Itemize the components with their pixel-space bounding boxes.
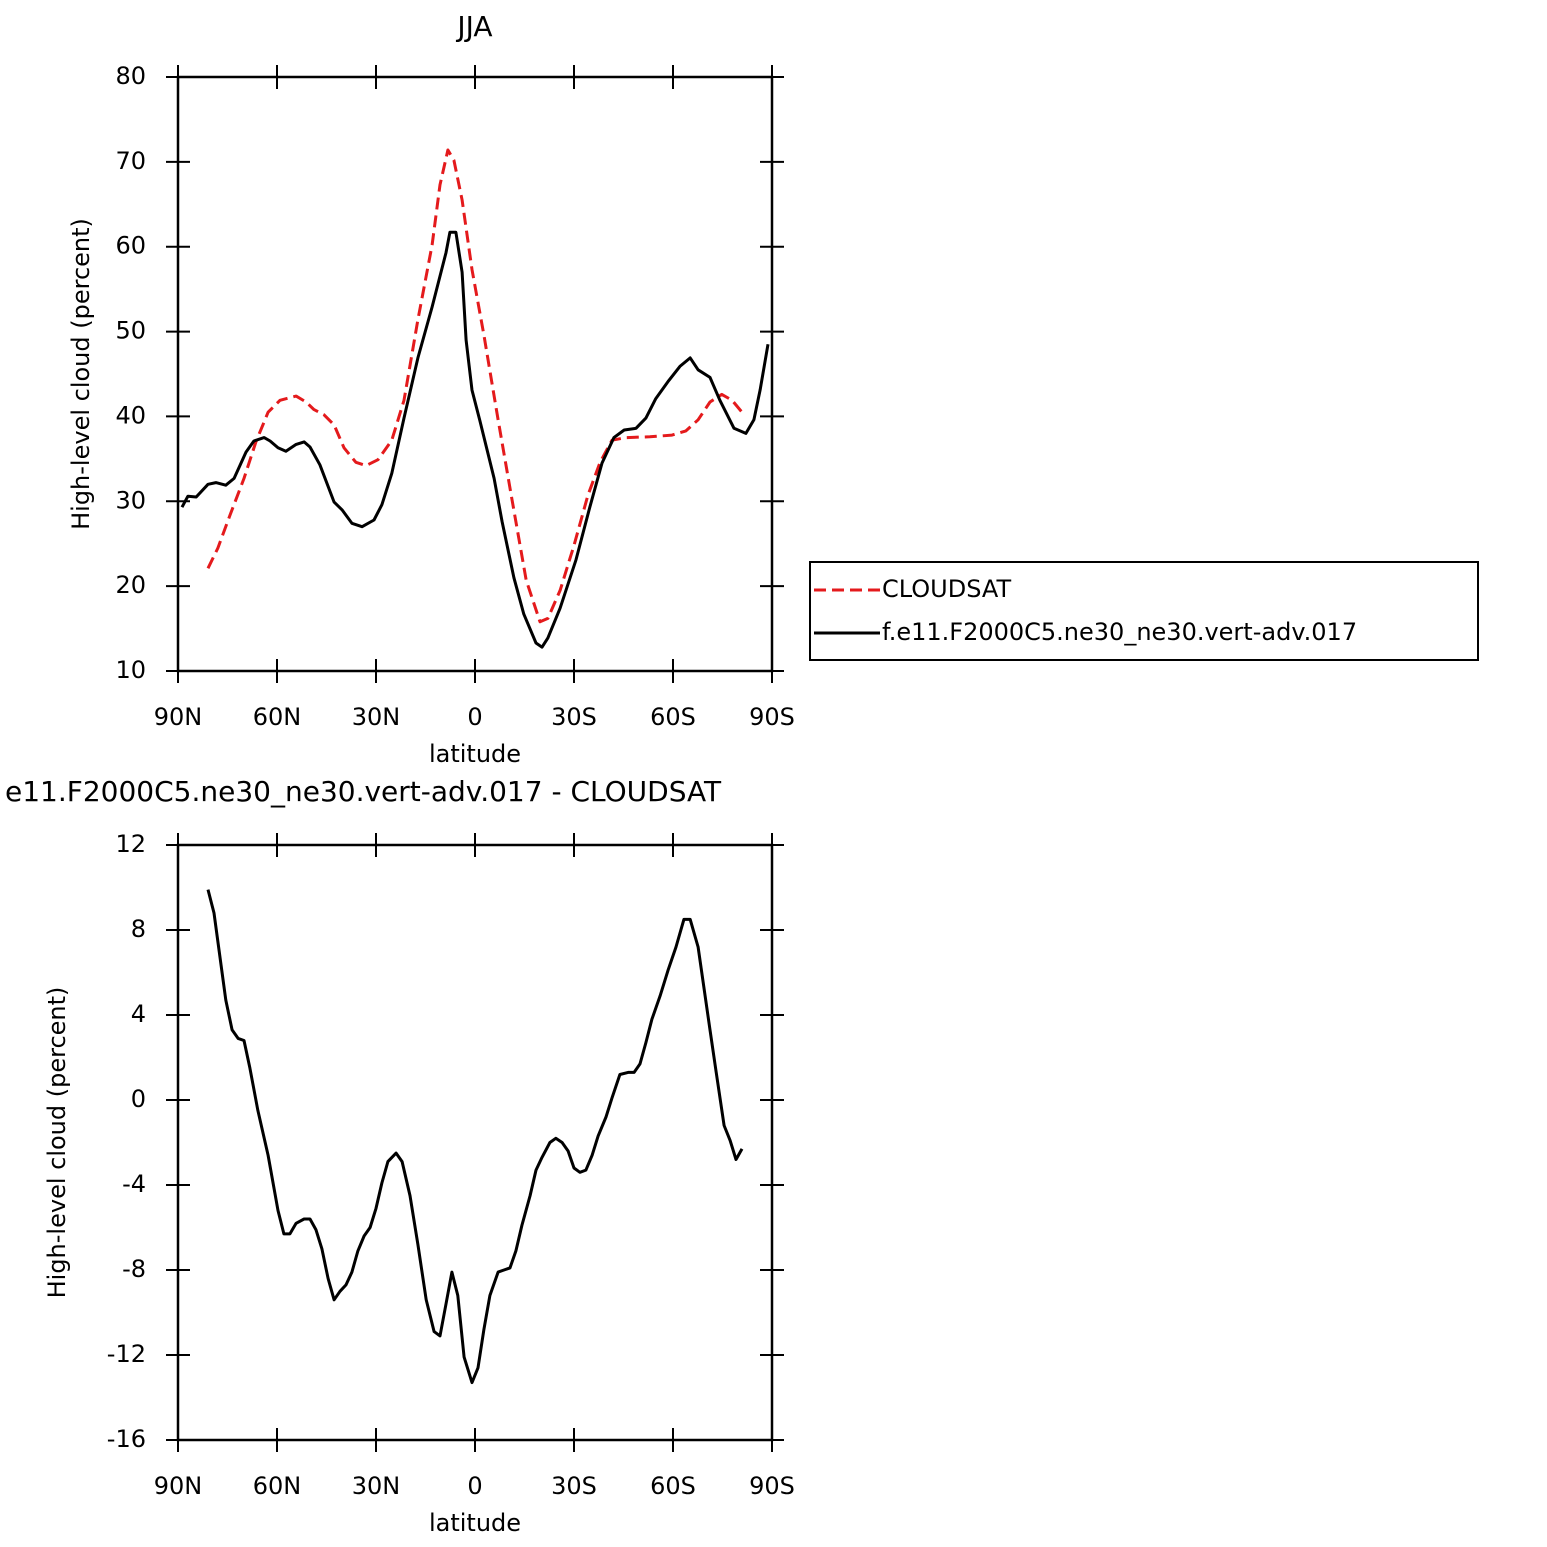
plot-frame xyxy=(176,75,774,673)
x-axis-label: latitude xyxy=(429,740,521,768)
x-tick-label: 60N xyxy=(253,1472,302,1500)
chart-title: JJA xyxy=(455,10,492,43)
y-tick-label: 20 xyxy=(115,571,146,599)
y-tick-label: 40 xyxy=(115,401,146,429)
y-tick-label: -8 xyxy=(122,1255,146,1283)
legend-label: CLOUDSAT xyxy=(882,575,1011,603)
legend-box xyxy=(809,561,1479,661)
y-tick-label: 0 xyxy=(131,1085,146,1113)
y-tick-label: 10 xyxy=(115,656,146,684)
x-tick-label: 0 xyxy=(467,1472,482,1500)
x-tick-label: 90N xyxy=(154,1472,203,1500)
series-line xyxy=(180,230,770,649)
x-tick-label: 30S xyxy=(551,1472,597,1500)
x-tick-label: 60S xyxy=(650,1472,696,1500)
y-tick-label: 30 xyxy=(115,486,146,514)
x-tick-label: 60S xyxy=(650,703,696,731)
x-tick-label: 60N xyxy=(253,703,302,731)
y-tick-label: 50 xyxy=(115,317,146,345)
plot-frame xyxy=(176,843,774,1442)
x-tick-label: 90S xyxy=(749,703,795,731)
chart-title: e11.F2000C5.ne30_ne30.vert-adv.017 - CLO… xyxy=(5,775,722,808)
x-tick-label: 30N xyxy=(352,703,401,731)
y-tick-label: 70 xyxy=(115,147,146,175)
x-tick-label: 30S xyxy=(551,703,597,731)
x-axis-label: latitude xyxy=(429,1509,521,1537)
y-tick-label: -16 xyxy=(107,1425,146,1453)
y-tick-label: 8 xyxy=(131,915,146,943)
y-axis-label: High-level cloud (percent) xyxy=(67,218,95,530)
y-tick-label: -12 xyxy=(107,1340,146,1368)
x-tick-label: 90N xyxy=(154,703,203,731)
series-line xyxy=(206,148,744,624)
x-tick-label: 30N xyxy=(352,1472,401,1500)
legend-label: f.e11.F2000C5.ne30_ne30.vert-adv.017 xyxy=(882,618,1357,646)
series-line xyxy=(206,889,744,1385)
y-tick-label: 12 xyxy=(115,830,146,858)
y-tick-label: 60 xyxy=(115,232,146,260)
x-tick-label: 90S xyxy=(749,1472,795,1500)
y-tick-label: 4 xyxy=(131,1000,146,1028)
y-axis-label: High-level cloud (percent) xyxy=(43,987,71,1299)
x-tick-label: 0 xyxy=(467,703,482,731)
y-tick-label: -4 xyxy=(122,1170,146,1198)
y-tick-label: 80 xyxy=(115,62,146,90)
